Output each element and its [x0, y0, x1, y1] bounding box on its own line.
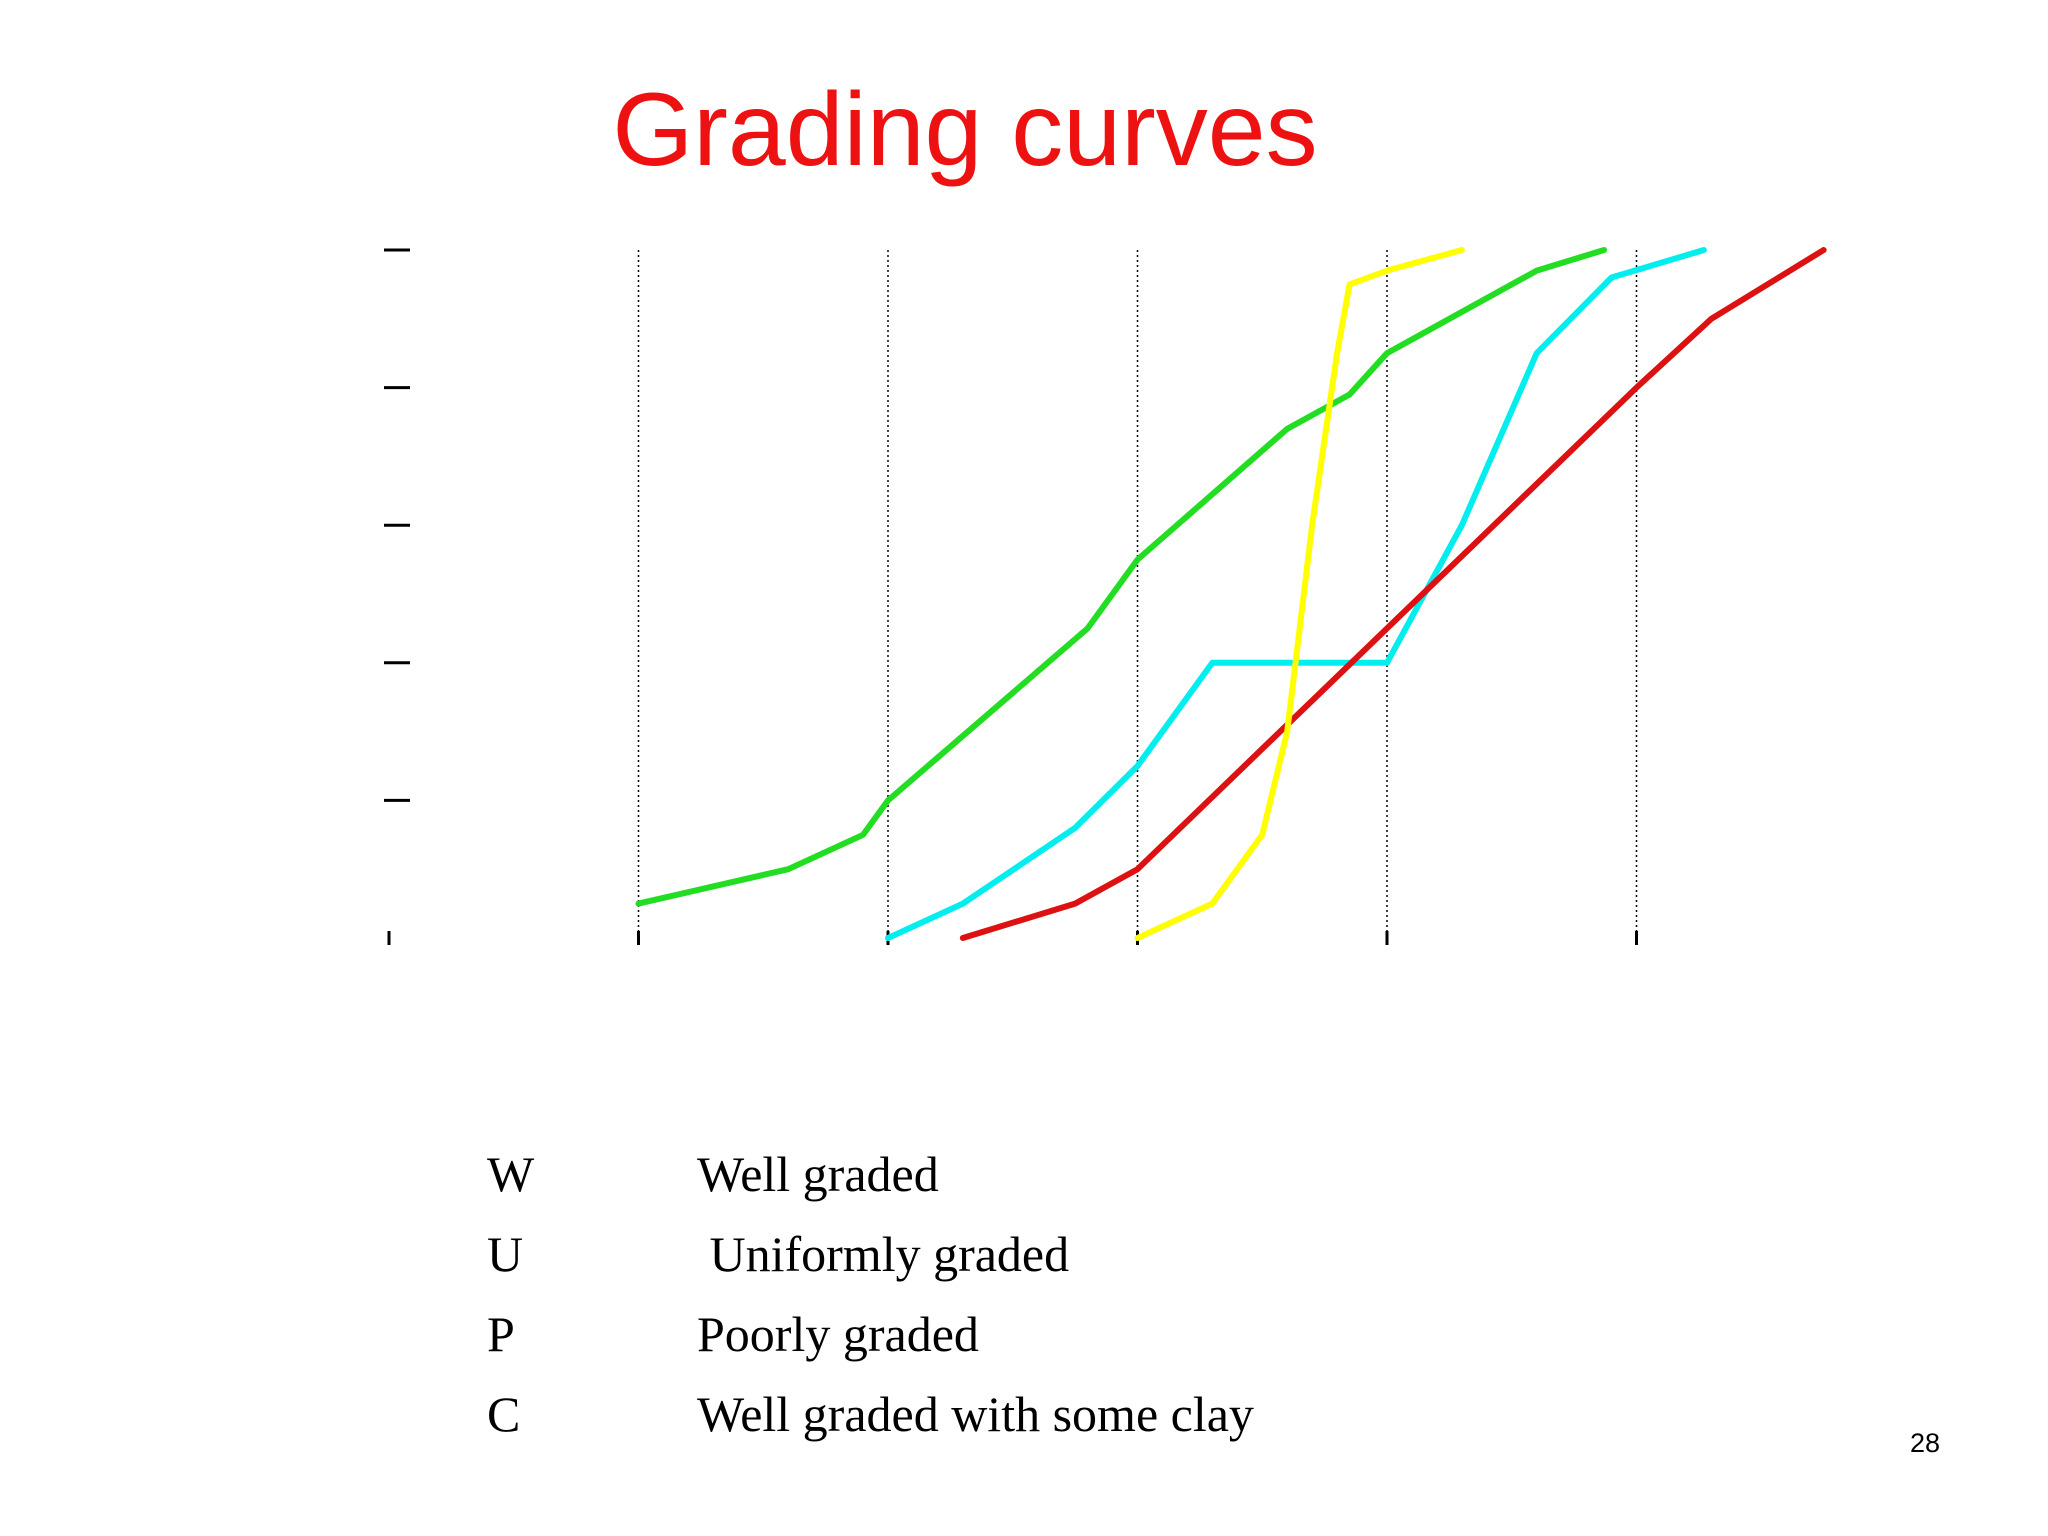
legend-item: W Well graded: [487, 1134, 1487, 1214]
slide-title: Grading curves: [612, 72, 1318, 188]
legend-item: C Well graded with some clay: [487, 1374, 1487, 1454]
chart-series: [635, 247, 1827, 941]
legend-description: Well graded: [697, 1146, 939, 1202]
series-line: [959, 247, 1827, 941]
legend-code: P: [487, 1306, 515, 1362]
legend-description: Uniformly graded: [697, 1226, 1070, 1282]
series-line: [635, 247, 1608, 907]
chart-axis-ticks: [384, 248, 1638, 945]
legend-code: C: [487, 1386, 521, 1442]
page-number: 28: [1910, 1428, 1941, 1458]
legend-code: U: [487, 1226, 524, 1282]
series-line: [885, 247, 1707, 941]
legend-item: U Uniformly graded: [487, 1214, 1487, 1294]
series-line: [1134, 247, 1465, 941]
legend: W Well graded U Uniformly graded P Poorl…: [487, 1134, 1487, 1454]
legend-description: Poorly graded: [697, 1306, 979, 1362]
legend-code: W: [487, 1146, 535, 1202]
chart-gridlines: [637, 250, 1638, 938]
legend-item: P Poorly graded: [487, 1294, 1487, 1374]
legend-description: Well graded with some clay: [697, 1386, 1254, 1442]
